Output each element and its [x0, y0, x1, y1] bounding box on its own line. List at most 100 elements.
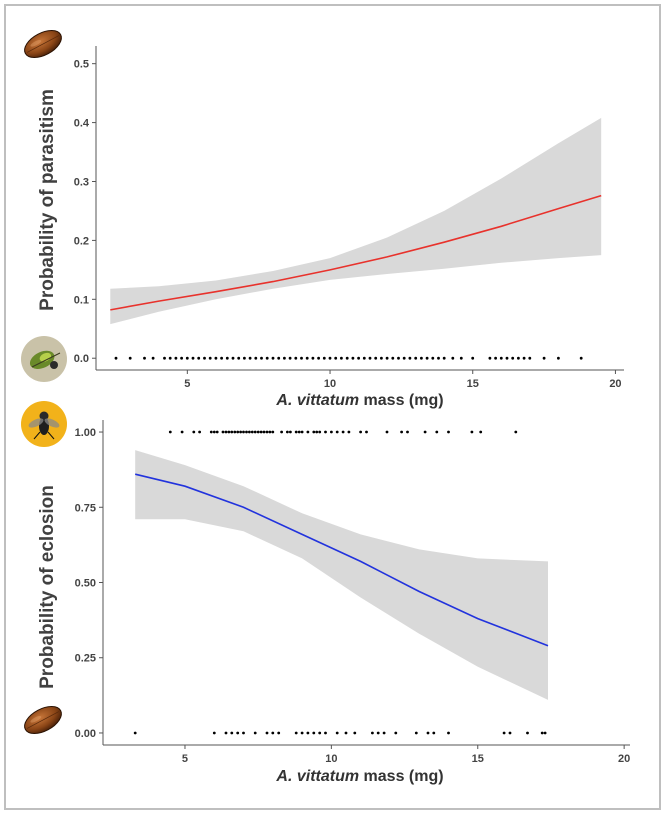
- plot1-band-layer: [110, 117, 602, 325]
- plot1-data-point-bottom: [442, 356, 446, 360]
- plot2-data-point-top: [347, 430, 351, 434]
- plot2-data-point-bottom: [540, 731, 544, 735]
- plot2-data-point-bottom: [236, 731, 240, 735]
- plot1-data-point-bottom: [305, 356, 309, 360]
- plot2-data-point-bottom: [318, 731, 322, 735]
- plot2-data-point-bottom: [432, 731, 436, 735]
- plot2-data-point-top: [400, 430, 403, 434]
- plot2-data-point-top: [435, 430, 439, 434]
- plot2-line-layer: [135, 473, 549, 647]
- plot2-x-axis-label: A. vittatum mass (mg): [275, 768, 443, 785]
- plot1-data-point-bottom: [488, 356, 492, 360]
- plot1-data-point-bottom: [505, 356, 509, 360]
- figure-frame: [4, 4, 661, 810]
- plot2-data-point-bottom: [242, 731, 245, 735]
- plot2-data-point-top: [297, 430, 301, 434]
- parasitoid-fly-icon: [21, 401, 67, 447]
- plot1-data-point-bottom: [197, 356, 201, 360]
- plot2-data-point-top: [318, 430, 322, 434]
- plot1-data-point-bottom: [345, 356, 349, 360]
- plot2-data-point-top: [514, 430, 518, 434]
- plot1-data-point-bottom: [114, 356, 118, 360]
- plot2-data-point-top: [470, 430, 474, 434]
- plot2-data-point-top: [209, 430, 213, 434]
- plot1-data-point-bottom: [402, 356, 406, 360]
- plot1-data-point-bottom: [380, 356, 383, 360]
- plot2-data-point-top: [286, 430, 289, 434]
- plot1-data-point-bottom: [185, 356, 189, 360]
- plot2-data-point-top: [242, 430, 245, 434]
- plot2-data-point-top: [168, 430, 172, 434]
- plot1-data-point-bottom: [528, 356, 532, 360]
- plot1-x-tick-label: 20: [609, 378, 621, 390]
- plot1-points-layer: [114, 356, 583, 360]
- plot2-points-layer: [133, 430, 547, 735]
- plot2-x-axis-label-unit: mass (mg): [359, 768, 443, 785]
- plot1-data-point-bottom: [311, 356, 315, 360]
- plot2-data-point-bottom: [353, 731, 357, 735]
- plot2-ticks: 0.00 0.25 0.50 0.75 1.00 5 10 15 20: [75, 427, 631, 765]
- plot2-data-point-top: [250, 430, 254, 434]
- plot2-data-point-top: [253, 430, 257, 434]
- plot1-data-point-bottom: [322, 356, 326, 360]
- plot2-data-point-top: [271, 430, 275, 434]
- plot1-data-point-bottom: [471, 356, 475, 360]
- plot2-data-point-top: [306, 430, 310, 434]
- plot2-data-point-top: [233, 430, 237, 434]
- plot2-data-point-bottom: [271, 731, 275, 735]
- plot1-data-point-bottom: [494, 356, 497, 360]
- plot1-data-point-bottom: [542, 356, 546, 360]
- plot1-data-point-bottom: [522, 356, 526, 360]
- plot1-data-point-bottom: [362, 356, 366, 360]
- plot2-data-point-top: [330, 430, 333, 434]
- plot2-data-point-bottom: [426, 731, 430, 735]
- plot1-y-tick-label: 0.0: [74, 353, 89, 365]
- plot2-data-point-top: [239, 430, 243, 434]
- plot1-data-point-bottom: [451, 356, 455, 360]
- plot2-data-point-top: [268, 430, 272, 434]
- plot2-data-point-bottom: [371, 731, 374, 735]
- plot2-data-point-top: [236, 430, 240, 434]
- plot1-y-tick-label: 0.1: [74, 294, 89, 306]
- plot2-data-point-top: [341, 430, 345, 434]
- plot1-data-point-bottom: [163, 356, 166, 360]
- plot1-data-point-bottom: [517, 356, 520, 360]
- beetle-icon: [24, 29, 62, 59]
- plot2-data-point-bottom: [224, 731, 228, 735]
- plot1-data-point-bottom: [214, 356, 218, 360]
- plot1-data-point-bottom: [357, 356, 360, 360]
- plot1-y-tick-label: 0.3: [74, 176, 89, 188]
- plot1-ticks: 0.0 0.1 0.2 0.3 0.4 0.5 5 10 15 20: [74, 59, 622, 390]
- plot2-x-tick-label: 5: [182, 753, 188, 765]
- plot1-x-axis-label-species: A. vittatum: [275, 392, 359, 409]
- parasitism-panel: 0.0 0.1 0.2 0.3 0.4 0.5 5 10 15 20 Probability of…: [37, 46, 624, 409]
- plot1-data-point-bottom: [437, 356, 440, 360]
- plot1-x-axis-label-unit: mass (mg): [359, 392, 443, 409]
- plot2-data-point-bottom: [376, 731, 380, 735]
- plot1-data-point-bottom: [143, 356, 146, 360]
- plot2-data-point-bottom: [277, 731, 281, 735]
- plot1-data-point-bottom: [511, 356, 515, 360]
- plot1-data-point-bottom: [408, 356, 412, 360]
- plot2-data-point-top: [180, 430, 184, 434]
- plot2-data-point-top: [259, 430, 263, 434]
- plot2-y-axis-label: Probability of eclosion: [37, 485, 58, 689]
- plot2-x-tick-label: 10: [325, 753, 337, 765]
- plot2-data-point-top: [280, 430, 283, 434]
- plot1-data-point-bottom: [174, 356, 178, 360]
- plot1-x-axis-label: A. vittatum mass (mg): [275, 392, 443, 409]
- plot1-confidence-band: [110, 117, 602, 325]
- plot2-data-point-bottom: [502, 731, 506, 735]
- plot2-x-tick-label: 15: [472, 753, 484, 765]
- plot2-data-point-top: [385, 430, 389, 434]
- plot1-data-point-bottom: [397, 356, 400, 360]
- plot2-data-point-bottom: [230, 731, 234, 735]
- plot1-data-point-bottom: [254, 356, 258, 360]
- plot2-data-point-bottom: [394, 731, 398, 735]
- eclosion-panel: 0.00 0.25 0.50 0.75 1.00 5 10 15 20 Probability …: [37, 420, 630, 785]
- plot1-data-point-bottom: [317, 356, 320, 360]
- plot1-x-tick-label: 15: [467, 378, 479, 390]
- plot2-y-tick-label: 0.25: [75, 653, 96, 665]
- plot2-data-point-bottom: [447, 731, 450, 735]
